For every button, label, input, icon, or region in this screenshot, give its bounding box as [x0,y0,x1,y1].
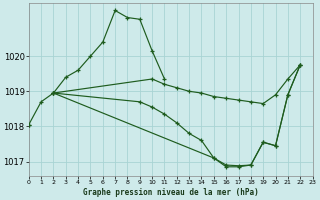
X-axis label: Graphe pression niveau de la mer (hPa): Graphe pression niveau de la mer (hPa) [83,188,259,197]
